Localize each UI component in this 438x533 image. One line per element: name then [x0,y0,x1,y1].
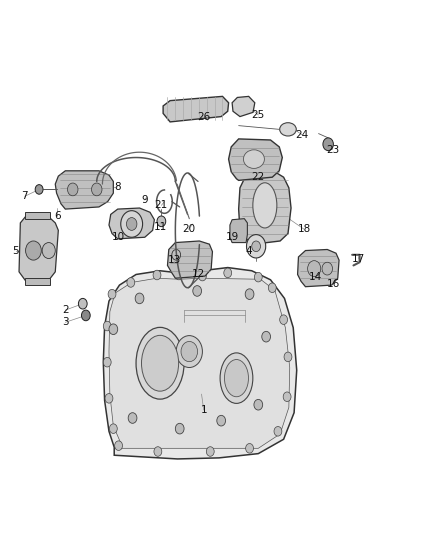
Text: 18: 18 [297,224,311,235]
Circle shape [217,415,226,426]
Ellipse shape [141,335,179,391]
Circle shape [246,443,254,453]
Circle shape [109,324,118,335]
Text: 3: 3 [62,317,69,327]
Ellipse shape [181,342,198,362]
Circle shape [92,183,102,196]
Circle shape [25,241,41,260]
Circle shape [193,286,201,296]
Text: 9: 9 [141,195,148,205]
Polygon shape [167,241,212,278]
Ellipse shape [136,327,184,399]
Text: 24: 24 [295,130,309,140]
Ellipse shape [244,150,265,168]
Text: 17: 17 [352,254,365,263]
Ellipse shape [280,123,296,136]
Text: 7: 7 [21,191,28,201]
Circle shape [206,447,214,456]
Text: 4: 4 [245,246,252,255]
Ellipse shape [220,353,253,403]
Circle shape [115,441,123,450]
Text: 2: 2 [62,305,69,315]
Circle shape [323,138,333,151]
Polygon shape [25,278,49,285]
Circle shape [153,270,161,280]
Circle shape [322,262,332,275]
Polygon shape [55,171,113,209]
Circle shape [175,423,184,434]
Circle shape [274,426,282,436]
Text: 1: 1 [201,405,207,415]
Polygon shape [229,139,283,180]
Circle shape [135,293,144,304]
Circle shape [245,289,254,300]
Polygon shape [297,249,339,287]
Text: 19: 19 [226,232,239,243]
Circle shape [247,235,266,258]
Text: 14: 14 [308,272,321,282]
Circle shape [103,321,111,331]
Circle shape [254,272,262,282]
Polygon shape [232,96,255,117]
Text: 11: 11 [153,222,167,232]
Polygon shape [19,216,58,281]
Circle shape [284,352,292,362]
Ellipse shape [253,183,277,228]
Circle shape [35,184,43,194]
Circle shape [110,424,117,433]
Text: 22: 22 [252,172,265,182]
Text: 12: 12 [191,270,205,279]
Text: 10: 10 [112,232,125,243]
Circle shape [78,298,87,309]
Circle shape [283,392,291,401]
Polygon shape [109,278,290,448]
Polygon shape [239,169,291,244]
Circle shape [154,447,162,456]
Circle shape [268,283,276,293]
Circle shape [121,211,143,237]
Circle shape [307,261,321,277]
Circle shape [103,358,111,367]
Circle shape [198,271,206,281]
Circle shape [254,399,263,410]
Polygon shape [230,219,247,243]
Circle shape [127,278,135,287]
Circle shape [224,268,232,278]
Polygon shape [109,208,154,239]
Text: 5: 5 [13,246,19,255]
Circle shape [67,183,78,196]
Text: 16: 16 [327,279,340,288]
Text: 26: 26 [197,111,210,122]
Circle shape [175,270,183,280]
Circle shape [157,216,166,227]
Circle shape [128,413,137,423]
Circle shape [81,310,90,321]
Circle shape [105,393,113,403]
Ellipse shape [176,336,202,368]
Text: 6: 6 [54,211,61,221]
Polygon shape [25,212,49,219]
Circle shape [127,217,137,230]
Text: 20: 20 [182,224,195,235]
Circle shape [262,332,271,342]
Text: 8: 8 [114,182,121,192]
Text: 21: 21 [155,200,168,211]
Circle shape [172,249,180,260]
Text: 25: 25 [252,110,265,120]
Ellipse shape [224,360,248,397]
Polygon shape [163,96,229,122]
Polygon shape [103,268,297,459]
Circle shape [108,289,116,299]
Circle shape [280,315,288,325]
Circle shape [252,241,261,252]
Text: 13: 13 [168,255,181,265]
Circle shape [42,243,55,259]
Text: 23: 23 [326,144,339,155]
